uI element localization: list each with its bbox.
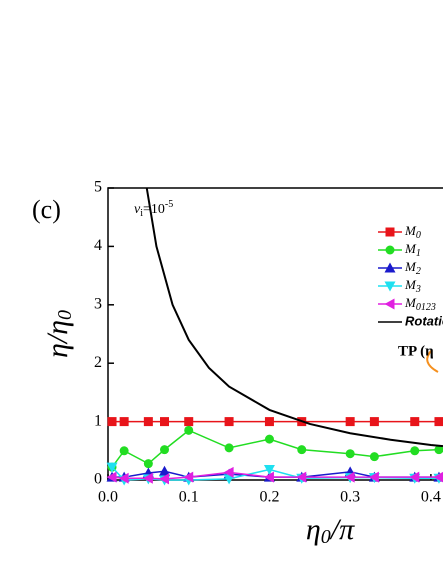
marker bbox=[143, 417, 153, 427]
legend-main: M bbox=[404, 259, 417, 274]
x-label-sub: 0 bbox=[321, 526, 331, 548]
legend-label: M1 bbox=[404, 241, 421, 259]
legend-sub: 1 bbox=[416, 248, 421, 259]
x-tick-label: 0.3 bbox=[340, 489, 360, 506]
y-tick-label: 2 bbox=[94, 354, 102, 371]
marker bbox=[345, 449, 355, 459]
legend-label: Rotation bbox=[405, 313, 443, 328]
marker bbox=[142, 472, 153, 484]
y-tick-label: 3 bbox=[94, 295, 102, 312]
y-label-main: η/η bbox=[41, 320, 74, 358]
x-label-rest: /π bbox=[329, 513, 355, 546]
annotation: νi=10-5 bbox=[134, 199, 173, 219]
marker bbox=[368, 471, 379, 483]
series-line bbox=[145, 187, 443, 448]
marker bbox=[119, 446, 129, 456]
x-tick-label: 0.4 bbox=[421, 489, 441, 506]
ann-sup: -5 bbox=[165, 199, 173, 210]
legend-label: M0123 bbox=[404, 295, 436, 313]
x-tick-label: 0.1 bbox=[179, 489, 199, 506]
legend-sub: 0123 bbox=[416, 302, 436, 313]
legend-main: M bbox=[404, 277, 417, 292]
marker bbox=[297, 445, 307, 455]
marker bbox=[410, 446, 420, 456]
marker bbox=[160, 445, 170, 455]
marker bbox=[184, 417, 194, 427]
marker bbox=[106, 471, 117, 483]
x-tick-label: 0.0 bbox=[98, 489, 118, 506]
legend-sub: 2 bbox=[416, 266, 421, 277]
ann-text: =10 bbox=[143, 202, 165, 217]
marker bbox=[369, 452, 379, 462]
legend-label: M3 bbox=[404, 277, 421, 295]
legend-marker bbox=[384, 281, 396, 292]
marker bbox=[263, 464, 275, 475]
legend-marker bbox=[384, 298, 395, 310]
y-tick-label: 5 bbox=[94, 179, 102, 196]
marker bbox=[410, 417, 420, 427]
marker bbox=[106, 462, 118, 473]
legend-main: M bbox=[404, 223, 417, 238]
series-line bbox=[111, 429, 440, 468]
marker bbox=[296, 471, 307, 483]
marker bbox=[224, 443, 234, 453]
y-axis-label: η/η0 bbox=[41, 310, 76, 358]
marker bbox=[433, 471, 443, 483]
marker bbox=[344, 471, 355, 483]
legend-marker bbox=[385, 245, 395, 255]
legend-label: M2 bbox=[404, 259, 421, 277]
marker bbox=[183, 471, 194, 483]
marker bbox=[264, 434, 274, 444]
ann-symbol: ν bbox=[134, 202, 141, 217]
marker bbox=[159, 465, 171, 476]
marker bbox=[434, 417, 443, 427]
legend-main: M bbox=[404, 241, 417, 256]
arrow bbox=[426, 349, 439, 373]
marker bbox=[409, 471, 420, 483]
legend-sub: 3 bbox=[415, 284, 421, 295]
marker bbox=[224, 417, 234, 427]
y-tick-label: 0 bbox=[94, 471, 102, 488]
marker bbox=[369, 417, 379, 427]
plot-frame bbox=[107, 187, 443, 481]
marker bbox=[263, 471, 274, 483]
tp-label: TP (η bbox=[398, 343, 434, 359]
marker bbox=[143, 459, 153, 469]
marker bbox=[434, 445, 443, 455]
marker bbox=[118, 472, 129, 484]
x-axis-label: η0/π bbox=[306, 513, 355, 548]
marker bbox=[160, 417, 170, 427]
legend-main: M bbox=[404, 295, 417, 310]
y-label-sub: 0 bbox=[54, 310, 76, 320]
x-label-main: η bbox=[306, 513, 321, 546]
marker bbox=[159, 473, 170, 485]
legend-label: M0 bbox=[404, 223, 421, 241]
marker bbox=[107, 417, 117, 427]
legend-marker bbox=[385, 227, 395, 237]
y-tick-label: 4 bbox=[94, 237, 102, 254]
marker bbox=[119, 417, 129, 427]
panel-label: (c) bbox=[32, 195, 61, 224]
marker bbox=[184, 425, 194, 435]
marker bbox=[345, 417, 355, 427]
legend-sub: 0 bbox=[416, 230, 421, 241]
marker bbox=[264, 417, 274, 427]
y-tick-label: 1 bbox=[94, 412, 102, 429]
marker bbox=[223, 466, 234, 478]
ann-sub: i bbox=[140, 208, 143, 219]
x-tick-label: 0.2 bbox=[259, 489, 279, 506]
legend-marker bbox=[384, 262, 396, 273]
